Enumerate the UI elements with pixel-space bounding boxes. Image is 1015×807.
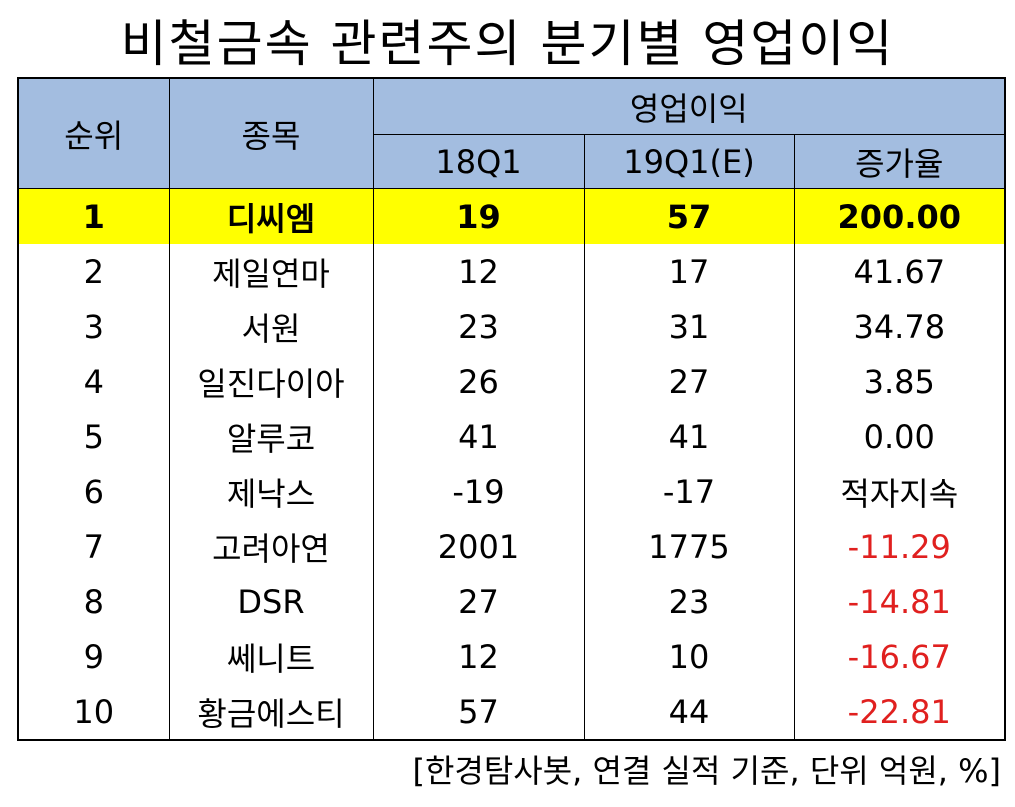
- table-cell: 7: [17, 519, 169, 574]
- table-cell: 27: [372, 574, 584, 629]
- table-row: 3 서원 23 31 34.78: [17, 299, 1006, 354]
- table-row: 2 제일연마 12 17 41.67: [17, 244, 1006, 299]
- table-cell: 41: [372, 409, 584, 464]
- table-cell: 4: [17, 354, 169, 409]
- table-cell: 쎄니트: [168, 629, 373, 684]
- header-cell: 영업이익: [372, 77, 1006, 135]
- table-cell: 황금에스티: [168, 684, 373, 740]
- table-body: 1 디씨엠 19 57 200.00 2 제일연마 12 17 41.67 3 서원 23 31 34.78…: [17, 188, 1006, 740]
- table-cell: 41: [583, 409, 794, 464]
- table-cell: 44: [583, 684, 794, 740]
- table-cell: 8: [17, 574, 169, 629]
- header-cell: 18Q1: [372, 134, 585, 189]
- table-cell: 적자지속: [793, 464, 1006, 519]
- table-cell: 3.85: [793, 354, 1006, 409]
- table-cell: 고려아연: [168, 519, 373, 574]
- header-cell: 순위: [17, 77, 170, 189]
- table-cell: -19: [372, 464, 584, 519]
- table-cell: 일진다이아: [168, 354, 373, 409]
- table-cell: 0.00: [793, 409, 1006, 464]
- table-cell: 12: [372, 629, 584, 684]
- table-cell: 5: [17, 409, 169, 464]
- table-cell: 디씨엠: [168, 188, 373, 244]
- table-row: 1 디씨엠 19 57 200.00: [17, 188, 1006, 244]
- table-header: 순위 종목 영업이익 18Q1 19Q1(E) 증가율: [17, 77, 1006, 189]
- table-cell: -14.81: [793, 574, 1006, 629]
- table-cell: 200.00: [793, 188, 1006, 244]
- table-row: 8 DSR 27 23 -14.81: [17, 574, 1006, 629]
- table-cell: 23: [583, 574, 794, 629]
- table-cell: 제낙스: [168, 464, 373, 519]
- table-cell: 3: [17, 299, 169, 354]
- table-row: 9 쎄니트 12 10 -16.67: [17, 629, 1006, 684]
- table-row: 4 일진다이아 26 27 3.85: [17, 354, 1006, 409]
- table-cell: 10: [17, 684, 169, 740]
- table-cell: 제일연마: [168, 244, 373, 299]
- table-cell: -16.67: [793, 629, 1006, 684]
- table-cell: 17: [583, 244, 794, 299]
- table-cell: 26: [372, 354, 584, 409]
- header-cell: 19Q1(E): [583, 134, 795, 189]
- footnote: [한경탐사봇, 연결 실적 기준, 단위 억원, %]: [412, 752, 1001, 790]
- table-cell: 1775: [583, 519, 794, 574]
- table-cell: 34.78: [793, 299, 1006, 354]
- table-cell: 23: [372, 299, 584, 354]
- table-cell: 6: [17, 464, 169, 519]
- table-cell: 10: [583, 629, 794, 684]
- table-cell: DSR: [168, 574, 373, 629]
- table-cell: 19: [372, 188, 584, 244]
- table-row: 5 알루코 41 41 0.00: [17, 409, 1006, 464]
- table-cell: 41.67: [793, 244, 1006, 299]
- table-row: 6 제낙스 -19 -17 적자지속: [17, 464, 1006, 519]
- table-cell: -17: [583, 464, 794, 519]
- table-cell: 57: [372, 684, 584, 740]
- table-row: 7 고려아연 2001 1775 -11.29: [17, 519, 1006, 574]
- table-cell: 2001: [372, 519, 584, 574]
- table-row: 10 황금에스티 57 44 -22.81: [17, 684, 1006, 740]
- table-cell: 2: [17, 244, 169, 299]
- title: 비철금속 관련주의 분기별 영업이익: [120, 15, 895, 73]
- header-cell: 증가율: [793, 134, 1006, 189]
- table-cell: 알루코: [168, 409, 373, 464]
- table-cell: 서원: [168, 299, 373, 354]
- table-cell: 9: [17, 629, 169, 684]
- table-cell: 27: [583, 354, 794, 409]
- header-cell: 종목: [168, 77, 374, 189]
- table-cell: -11.29: [793, 519, 1006, 574]
- table-cell: 1: [17, 188, 169, 244]
- table: 순위 종목 영업이익 18Q1 19Q1(E) 증가율 1 디씨엠 19 57 200.…: [17, 77, 1007, 741]
- table-cell: -22.81: [793, 684, 1006, 740]
- table-cell: 12: [372, 244, 584, 299]
- table-cell: 57: [583, 188, 794, 244]
- table-cell: 31: [583, 299, 794, 354]
